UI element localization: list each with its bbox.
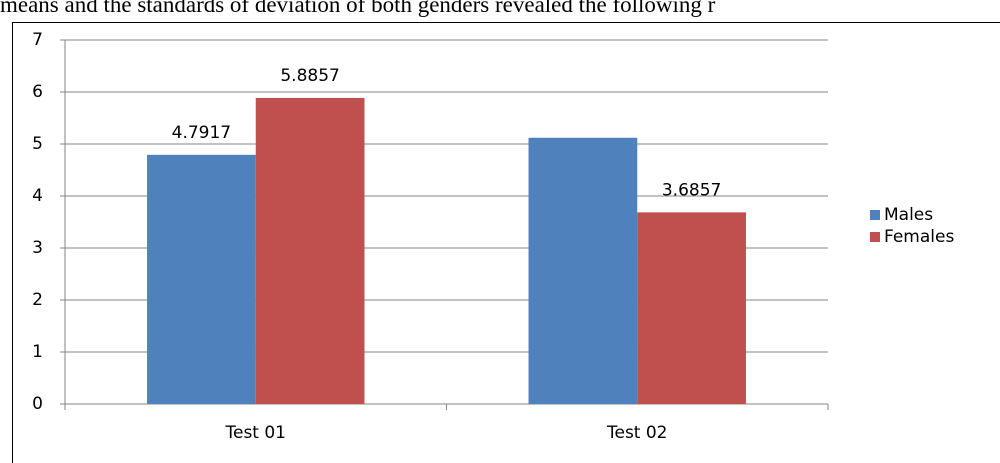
x-tick-label: Test 02 bbox=[606, 423, 668, 443]
x-tick-label: Test 01 bbox=[224, 423, 286, 443]
data-label: 4.7917 bbox=[172, 123, 231, 143]
bar bbox=[637, 212, 746, 404]
y-tick-label: 3 bbox=[32, 238, 43, 258]
y-tick-label: 4 bbox=[32, 186, 43, 206]
document-text: means and the standards of deviation of … bbox=[0, 0, 716, 17]
legend-swatch bbox=[870, 210, 880, 220]
y-tick-label: 7 bbox=[32, 30, 43, 50]
legend-label: Males bbox=[884, 205, 933, 225]
legend-swatch bbox=[870, 232, 880, 242]
y-tick-label: 1 bbox=[32, 342, 43, 362]
bar bbox=[255, 97, 365, 404]
bar bbox=[147, 154, 256, 404]
data-label: 3.6857 bbox=[662, 180, 721, 200]
legend-label: Females bbox=[884, 227, 954, 247]
y-tick-label: 5 bbox=[32, 134, 43, 154]
data-label: 5.8857 bbox=[280, 66, 339, 86]
bar bbox=[528, 137, 638, 404]
y-tick-label: 0 bbox=[32, 394, 43, 414]
y-tick-label: 2 bbox=[32, 290, 43, 310]
y-tick-label: 6 bbox=[32, 82, 43, 102]
